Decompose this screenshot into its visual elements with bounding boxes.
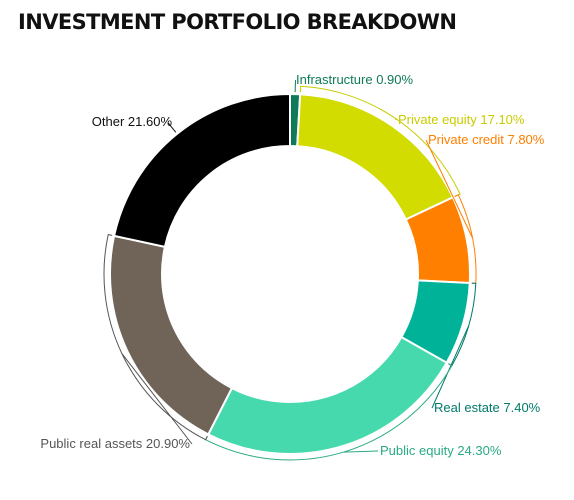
leader-private-equity-connector — [394, 117, 397, 121]
label-public-real-assets: Public real assets 20.90% — [40, 436, 190, 451]
leader-public-equity-connector — [343, 450, 379, 453]
donut-slices — [109, 92, 471, 455]
slice-public-real-assets — [109, 234, 234, 436]
label-private-equity: Private equity 17.10% — [398, 112, 525, 127]
leader-public-real-assets-connector — [121, 353, 193, 445]
leader-private-credit-connector — [425, 139, 473, 239]
slice-labels: Infrastructure 0.90% Private equity 17.10… — [40, 72, 544, 458]
label-private-credit: Private credit 7.80% — [428, 132, 545, 147]
label-real-estate: Real estate 7.40% — [434, 400, 541, 415]
slice-other — [112, 92, 291, 249]
leader-private-equity — [299, 85, 461, 197]
slice-public-equity — [206, 335, 448, 455]
label-leader-lines — [103, 80, 477, 461]
leader-real-estate-connector — [431, 325, 470, 409]
label-public-equity: Public equity 24.30% — [380, 443, 502, 458]
label-infrastructure: Infrastructure 0.90% — [296, 72, 413, 87]
label-other: Other 21.60% — [92, 114, 173, 129]
leader-other — [167, 122, 177, 133]
chart-title: INVESTMENT PORTFOLIO BREAKDOWN — [18, 10, 457, 34]
